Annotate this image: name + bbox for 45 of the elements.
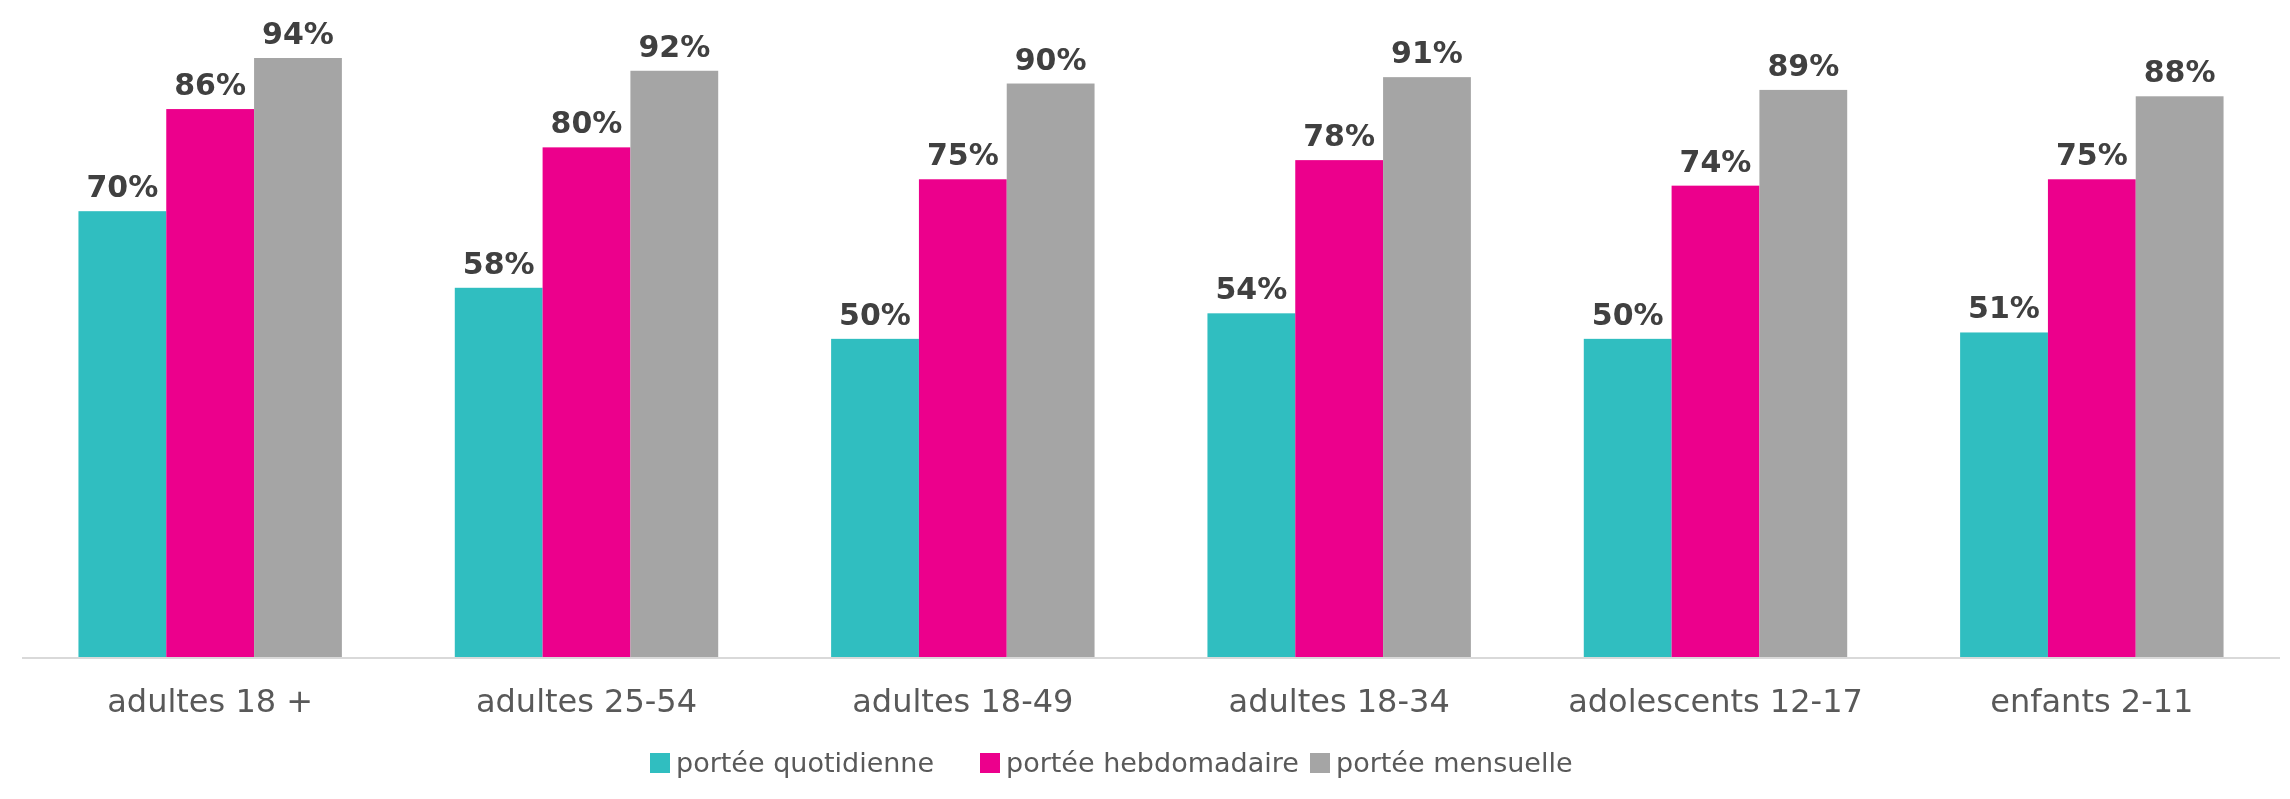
bar (254, 58, 342, 658)
bar (630, 70, 719, 658)
data-label: 78% (1303, 118, 1376, 154)
bar (1583, 338, 1672, 658)
data-label: 89% (1767, 47, 1840, 83)
x-tick-label: adultes 18-34 (1228, 682, 1450, 720)
data-label: 94% (262, 16, 334, 51)
bar (1759, 89, 1848, 658)
bar (542, 147, 631, 658)
bar (454, 287, 543, 658)
bar (1960, 332, 2048, 658)
bar (2047, 179, 2136, 658)
bar (1383, 77, 1471, 658)
data-label: 86% (174, 67, 247, 103)
bar (1207, 313, 1296, 658)
bar (918, 179, 1007, 658)
data-label: 74% (1679, 143, 1752, 179)
data-label: 88% (2143, 54, 2216, 90)
bar (1295, 160, 1384, 658)
data-label: 50% (1591, 296, 1664, 332)
data-label: 50% (839, 296, 911, 332)
data-label: 54% (1215, 271, 1288, 307)
data-label: 90% (1014, 41, 1087, 77)
bar (2135, 96, 2224, 658)
bar (78, 211, 167, 658)
x-tick-label: adolescents 12-17 (1568, 682, 1863, 720)
data-label: 92% (638, 28, 711, 64)
data-label: 75% (2055, 137, 2128, 173)
bar (1006, 83, 1095, 658)
x-tick-label: enfants 2-11 (1990, 682, 2194, 720)
legend-label: portée mensuelle (1336, 747, 1573, 778)
data-label: 75% (926, 137, 999, 173)
x-tick-label: adultes 18 + (107, 682, 314, 720)
legend-label: portée quotidienne (676, 747, 935, 778)
data-label: 70% (86, 169, 159, 205)
legend-label: portée hebdomadaire (1006, 747, 1299, 778)
bar (1671, 185, 1760, 658)
x-tick-label: adultes 25-54 (475, 682, 698, 720)
data-label: 80% (550, 105, 623, 141)
data-label: 51% (1968, 290, 2040, 326)
bar (831, 338, 919, 658)
x-tick-label: adultes 18-49 (852, 682, 1074, 720)
data-label: 58% (462, 245, 535, 281)
bar (166, 109, 255, 658)
data-label: 91% (1391, 35, 1463, 71)
